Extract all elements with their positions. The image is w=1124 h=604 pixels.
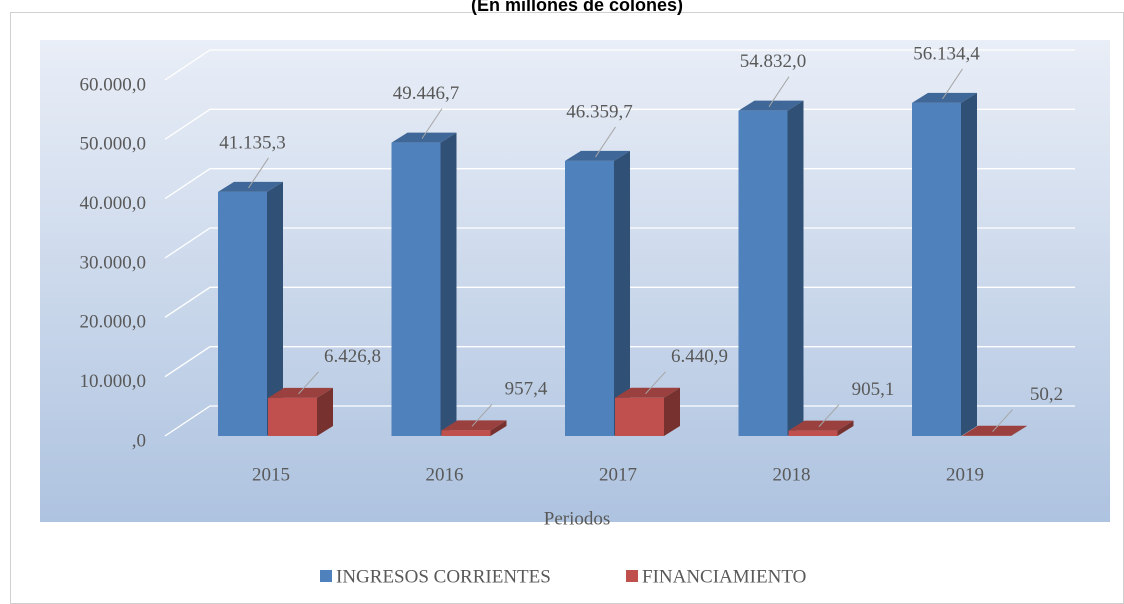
bar-side: [614, 150, 630, 437]
leader-line: [818, 404, 840, 427]
grid-line: [164, 49, 1075, 81]
data-label: 957,4: [505, 379, 548, 400]
bar-top: [962, 425, 1027, 436]
bar-top: [738, 100, 804, 111]
leader-line: [248, 157, 269, 189]
data-label: 41.135,3: [219, 132, 286, 153]
data-label: 54.832,0: [740, 51, 807, 72]
bar-top: [615, 387, 680, 398]
leader-line: [942, 68, 963, 100]
y-tick-label: 30.000,0: [80, 252, 147, 273]
data-label: 905,1: [852, 379, 895, 400]
data-label: 6.426,8: [324, 346, 381, 367]
y-tick-label: 50.000,0: [80, 134, 147, 155]
data-label: 50,2: [1030, 384, 1063, 405]
legend-label: FINANCIAMIENTO: [642, 566, 806, 587]
bar: [218, 191, 267, 436]
bar-side: [317, 387, 333, 436]
y-tick-label: ,0: [132, 430, 146, 451]
x-tick-label: 2017: [599, 464, 637, 485]
legend-label: INGRESOS CORRIENTES: [336, 566, 551, 587]
bar-side: [837, 420, 854, 436]
bar-top: [912, 92, 977, 103]
x-axis-label: Periodos: [544, 508, 611, 529]
bar-side: [267, 181, 283, 436]
bar: [912, 102, 961, 437]
bar-top: [268, 387, 333, 398]
bar: [788, 430, 838, 436]
leader-line: [298, 371, 319, 395]
bar-top: [788, 420, 854, 431]
legend-swatch: [626, 570, 638, 582]
x-tick-label: 2016: [426, 464, 464, 485]
x-tick-label: 2015: [252, 464, 290, 485]
legend-swatch: [320, 570, 332, 582]
leader-line: [645, 371, 666, 395]
bar: [441, 430, 491, 436]
bar: [738, 110, 788, 437]
bar-side: [664, 387, 680, 436]
bar-side: [490, 420, 507, 436]
leader-line: [992, 409, 1013, 433]
bar-top: [218, 181, 283, 192]
bar: [615, 397, 664, 436]
data-label: 6.440,9: [671, 346, 728, 367]
data-label: 49.446,7: [393, 83, 460, 104]
data-label: 56.134,4: [913, 43, 980, 64]
bar-side: [961, 92, 977, 437]
data-label: 46.359,7: [566, 101, 633, 122]
bar: [268, 397, 317, 436]
leader-line: [595, 126, 616, 158]
y-tick-label: 10.000,0: [80, 371, 147, 392]
bar-side: [1011, 425, 1027, 436]
bar-side: [787, 100, 804, 437]
x-tick-label: 2019: [946, 464, 984, 485]
y-tick-label: 20.000,0: [80, 312, 147, 333]
bar-top: [565, 150, 630, 161]
bar: [391, 142, 441, 436]
leader-line: [768, 76, 790, 107]
chart-title: (En millones de colones): [471, 0, 683, 15]
bar-top: [391, 132, 457, 143]
bar-top: [441, 420, 507, 431]
bar-side: [440, 132, 457, 436]
bar: [565, 160, 614, 437]
leader-line: [421, 108, 443, 139]
y-tick-label: 60.000,0: [80, 74, 147, 95]
x-tick-label: 2018: [773, 464, 811, 485]
leader-line: [471, 403, 493, 427]
y-tick-label: 40.000,0: [80, 193, 147, 214]
